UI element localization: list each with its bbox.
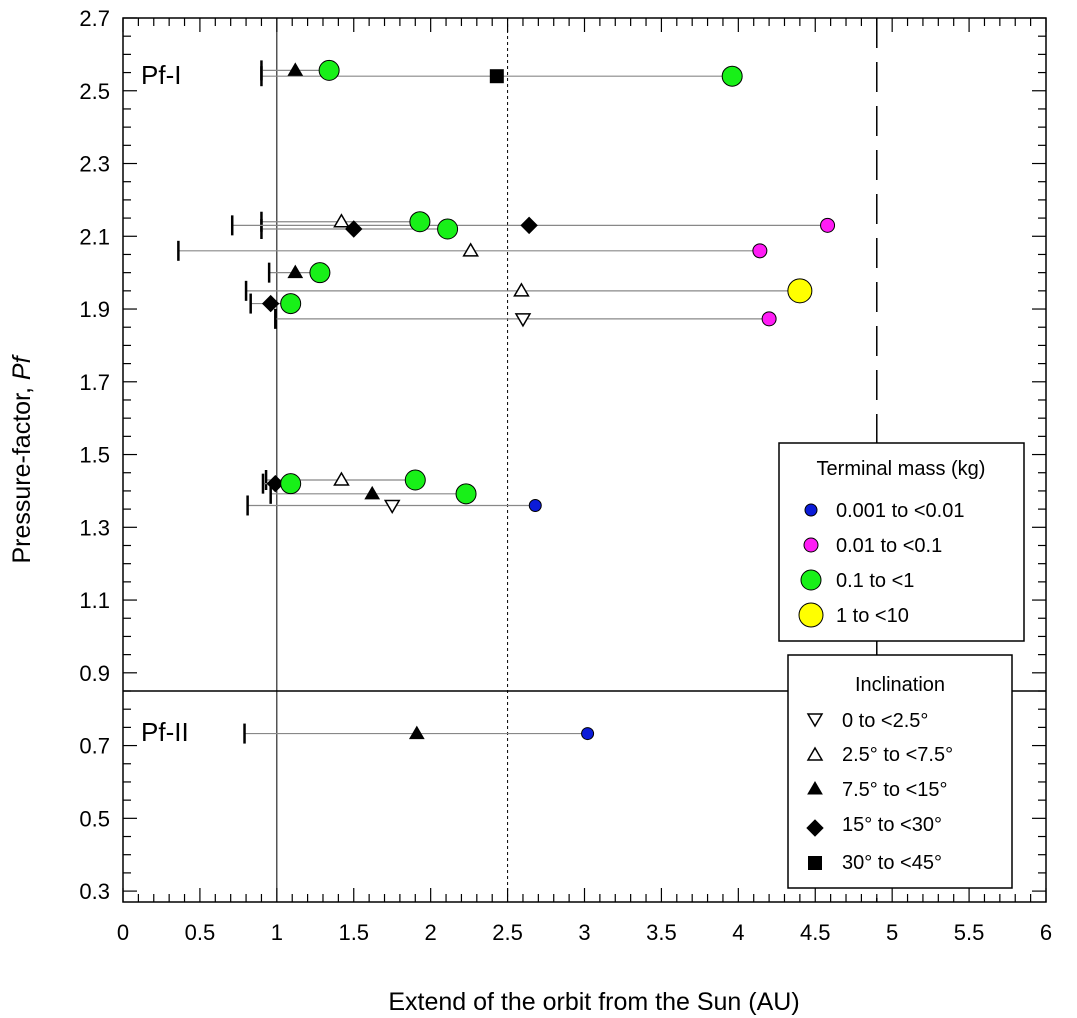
mass-marker-13: [528, 498, 542, 512]
mass-marker-2: [409, 211, 431, 233]
legend-incl-label-2: 7.5° to <15°: [842, 779, 948, 801]
x-tick-label-1: 0.5: [185, 920, 216, 945]
x-tick-label-9: 4.5: [800, 920, 831, 945]
y-tick-label-10: 2.3: [79, 152, 110, 177]
legend-terminal-mass-title: Terminal mass (kg): [817, 458, 986, 480]
x-tick-label-3: 1.5: [338, 920, 369, 945]
x-tick-label-10: 5: [886, 920, 898, 945]
x-tick-label-0: 0: [117, 920, 129, 945]
y-axis-title-symbol: Pf: [8, 353, 36, 380]
legend-terminal-mass: Terminal mass (kg) 0.001 to <0.01 0.01 t…: [778, 442, 1025, 642]
mass-marker-9: [761, 311, 777, 327]
legend-mass-label-2: 0.1 to <1: [836, 570, 914, 592]
x-tick-label-11: 5.5: [954, 920, 985, 945]
inclination-marker-1: [287, 62, 304, 76]
inclination-marker-6: [287, 264, 304, 279]
mass-marker-4: [820, 217, 836, 233]
legend-incl-marker-3: [806, 819, 824, 837]
y-tick-label-0: 0.3: [79, 879, 110, 904]
legend-inclination-box: [787, 654, 1013, 889]
y-tick-label-12: 2.7: [79, 6, 110, 31]
region-label-pf-i: Pf-I: [141, 60, 181, 90]
mass-marker-14: [581, 727, 595, 741]
legend-incl-marker-2: [807, 781, 823, 795]
mass-marker-7: [787, 278, 813, 304]
mass-marker-8: [280, 293, 302, 315]
y-tick-label-3: 0.9: [79, 661, 110, 686]
x-tick-label-2: 1: [271, 920, 283, 945]
mass-marker-11: [280, 473, 302, 495]
inclination-marker-4: [520, 216, 538, 235]
legend-incl-marker-0: [806, 713, 824, 728]
inclination-marker-14: [408, 725, 425, 740]
legend-incl-marker-4: [808, 856, 822, 870]
mass-marker-6: [309, 262, 331, 284]
x-tick-label-7: 3.5: [646, 920, 677, 945]
inclination-marker-8: [261, 294, 280, 313]
legend-incl-label-1: 2.5° to <7.5°: [842, 744, 953, 766]
inclination-marker-5: [462, 242, 479, 257]
mass-marker-5: [752, 243, 768, 259]
legend-incl-label-4: 30° to <45°: [842, 852, 942, 874]
inclination-marker-12: [364, 485, 381, 500]
y-tick-label-2: 0.7: [79, 734, 110, 759]
inclination-marker-2: [333, 213, 350, 228]
orbit-lines: [177, 60, 828, 744]
legend-incl-label-3: 15° to <30°: [842, 814, 942, 836]
y-tick-label-4: 1.1: [79, 588, 110, 613]
y-axis-title: Pressure-factor, Pf: [8, 353, 36, 563]
mass-marker-10: [404, 469, 426, 491]
mass-marker-0: [721, 65, 743, 87]
y-tick-label-5: 1.3: [79, 515, 110, 540]
y-tick-label-11: 2.5: [79, 79, 110, 104]
region-label-pf-ii: Pf-II: [141, 717, 189, 747]
orbit-markers: [261, 59, 836, 741]
legend-inclination-title: Inclination: [855, 674, 945, 696]
legend-inclination: Inclination 0 to <2.5° 2.5° to <7.5° 7.5…: [787, 654, 1013, 889]
y-axis-title-main: Pressure-factor,: [8, 380, 36, 563]
legend-mass-marker-1: [803, 537, 819, 553]
inclination-marker-3: [345, 220, 363, 238]
y-tick-label-1: 0.5: [79, 806, 110, 831]
mass-marker-1: [318, 59, 340, 81]
inclination-marker-0: [489, 69, 504, 84]
y-tick-label-6: 1.5: [79, 443, 110, 468]
legend-mass-label-1: 0.01 to <0.1: [836, 535, 942, 557]
inclination-marker-13: [383, 499, 401, 514]
mass-marker-12: [455, 483, 477, 505]
x-tick-label-5: 2.5: [492, 920, 523, 945]
x-tick-label-8: 4: [732, 920, 744, 945]
axes: 0 0.5 1 1.5 2 2.5 3 3.5 4 4.5 5 5.5 6 0.3 0.5 0.7 0.9 1.1…: [79, 6, 1052, 945]
x-tick-label-12: 6: [1040, 920, 1052, 945]
legend-mass-marker-0: [804, 503, 818, 517]
x-tick-label-6: 3: [578, 920, 590, 945]
legend-incl-label-0: 0 to <2.5°: [842, 710, 928, 732]
legend-mass-label-3: 1 to <10: [836, 605, 909, 627]
y-tick-label-8: 1.9: [79, 297, 110, 322]
inclination-marker-10: [333, 471, 350, 486]
legend-incl-marker-1: [806, 746, 824, 761]
legend-mass-marker-3: [798, 602, 824, 628]
inclination-marker-7: [513, 282, 530, 297]
mass-marker-3: [437, 218, 459, 240]
legend-mass-marker-2: [800, 569, 822, 591]
x-tick-label-4: 2: [425, 920, 437, 945]
legend-mass-label-0: 0.001 to <0.01: [836, 500, 964, 522]
x-axis-title: Extend of the orbit from the Sun (AU): [388, 988, 799, 1016]
y-tick-label-7: 1.7: [79, 370, 110, 395]
y-tick-label-9: 2.1: [79, 224, 110, 249]
inclination-marker-9: [514, 313, 532, 328]
